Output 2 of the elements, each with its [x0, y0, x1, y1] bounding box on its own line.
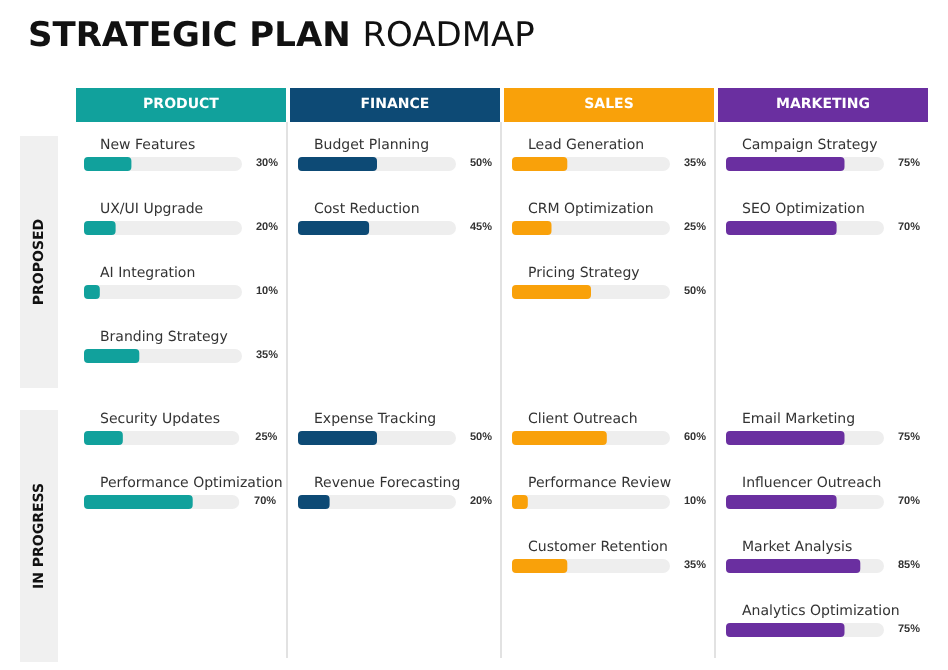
text: STRATEGIC PLAN ROADMAP: [28, 16, 535, 56]
bar: [84, 221, 116, 235]
